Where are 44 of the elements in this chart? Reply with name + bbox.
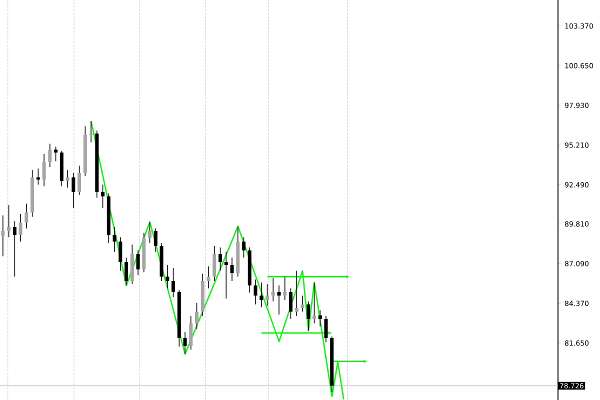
candlestick bbox=[24, 203, 28, 229]
candlestick bbox=[124, 257, 128, 286]
candlestick bbox=[254, 279, 258, 305]
candlestick bbox=[312, 282, 316, 324]
candlestick bbox=[271, 278, 275, 302]
candlestick bbox=[89, 120, 93, 143]
candlestick bbox=[212, 246, 216, 282]
candlestick bbox=[288, 288, 293, 320]
candlestick bbox=[1, 214, 5, 257]
candlestick bbox=[36, 168, 40, 186]
candlestick bbox=[166, 264, 170, 289]
candlestick bbox=[12, 220, 16, 278]
candlestick bbox=[7, 204, 11, 238]
candlestick bbox=[112, 226, 116, 252]
candlestick bbox=[277, 285, 281, 315]
candlestick bbox=[154, 228, 158, 252]
candlestick bbox=[260, 282, 264, 308]
candlestick bbox=[18, 213, 22, 242]
candlestick bbox=[195, 302, 199, 330]
candlestick bbox=[48, 143, 52, 168]
candlestick bbox=[136, 250, 140, 276]
candlestick bbox=[118, 236, 122, 272]
candlestick bbox=[172, 267, 176, 298]
candlestick bbox=[230, 257, 234, 282]
candlestick bbox=[148, 221, 152, 244]
candlestick bbox=[242, 236, 246, 258]
candlestick bbox=[78, 165, 82, 196]
candlestick bbox=[42, 154, 46, 187]
candlestick bbox=[324, 316, 328, 343]
candlestick bbox=[72, 172, 76, 208]
candlestick bbox=[66, 170, 70, 188]
candlestick bbox=[294, 270, 298, 316]
candlestick bbox=[265, 284, 270, 306]
candlestick bbox=[189, 316, 193, 350]
candlestick bbox=[306, 301, 310, 332]
candlestick bbox=[101, 184, 105, 208]
candlestick bbox=[206, 266, 210, 289]
candlestick bbox=[224, 251, 228, 299]
candlestick bbox=[318, 310, 322, 327]
candlestick bbox=[54, 146, 58, 162]
candlestick bbox=[300, 295, 304, 312]
candlestick bbox=[283, 276, 287, 300]
candlestick bbox=[218, 247, 222, 272]
candlestick bbox=[183, 332, 187, 354]
